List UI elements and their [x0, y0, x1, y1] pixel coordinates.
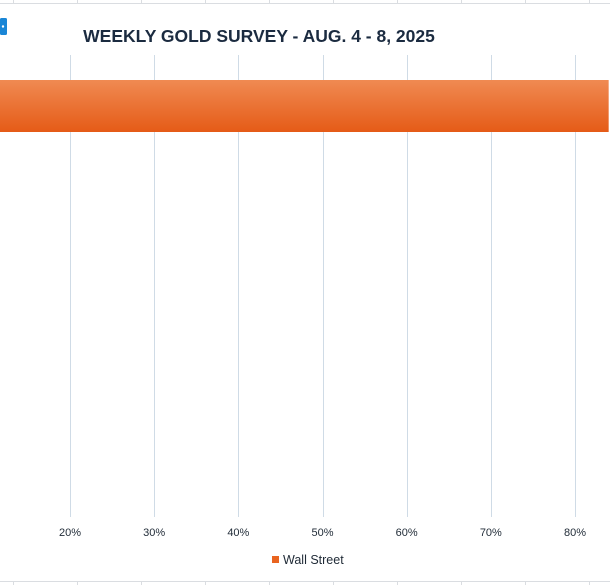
legend: Wall Street [272, 553, 344, 567]
legend-label-wall-street: Wall Street [283, 553, 344, 567]
x-tick-label-80: 80% [564, 527, 586, 539]
x-tick-label-70: 70% [480, 527, 502, 539]
x-tick-label-30: 30% [143, 527, 165, 539]
legend-swatch-wall-street [272, 556, 279, 563]
x-tick-label-20: 20% [59, 527, 81, 539]
x-tick-label-50: 50% [311, 527, 333, 539]
x-tick-label-40: 40% [227, 527, 249, 539]
chart-title: WEEKLY GOLD SURVEY - AUG. 4 - 8, 2025 [83, 26, 435, 46]
selection-handle-dot [1, 25, 5, 28]
bars [0, 80, 609, 132]
x-tick-label-60: 60% [396, 527, 418, 539]
bar-wall-street-bullish [0, 80, 609, 132]
x-axis-ticks: 20% 30% 40% 50% 60% 70% 80% [59, 527, 586, 539]
